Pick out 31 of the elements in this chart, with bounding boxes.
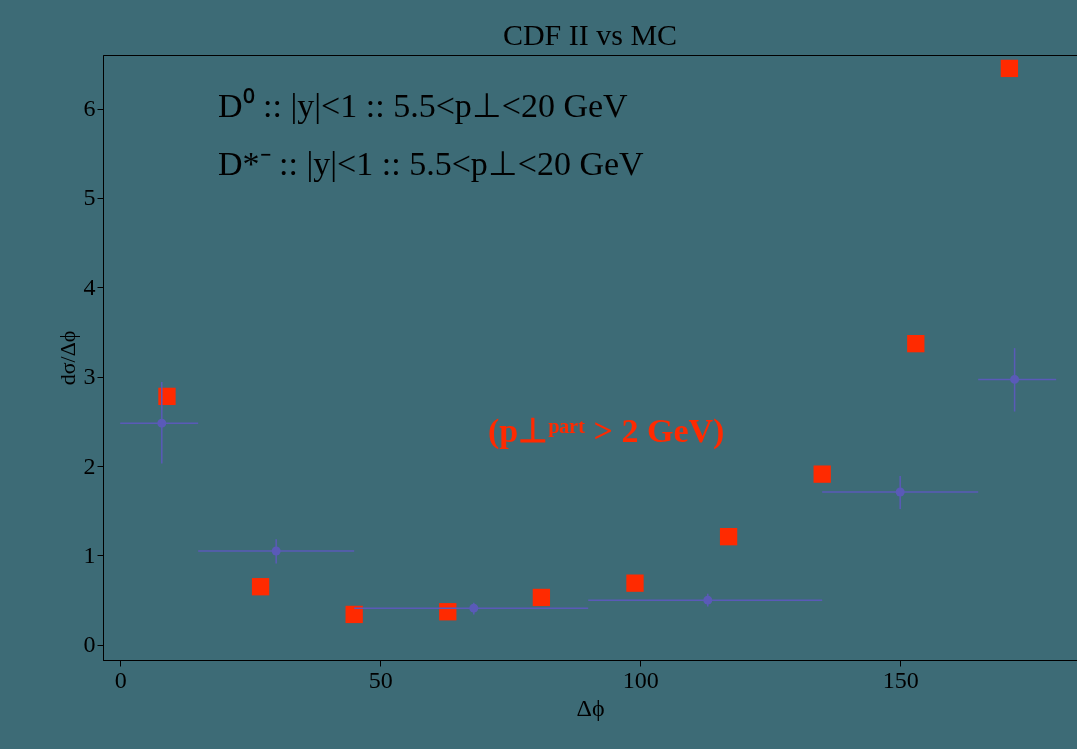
y-tick-label: 1 <box>83 541 96 568</box>
y-axis-title: dσ/Δϕ <box>54 330 80 386</box>
point <box>271 546 281 556</box>
point <box>1000 59 1019 78</box>
annotation: D⁰ :: |y|<1 :: 5.5<p⊥<20 GeV <box>218 87 629 124</box>
point <box>719 528 738 546</box>
x-tick-label: 50 <box>368 666 393 693</box>
point <box>251 578 270 596</box>
x-tick-label: 100 <box>622 666 659 693</box>
y-tick-label: 0 <box>83 631 96 658</box>
y-tick-label: 4 <box>83 273 96 300</box>
x-axis-title: Δϕ <box>576 694 605 721</box>
text: (p⊥ᵖᵃʳᵗ > 2 GeV) <box>488 412 725 450</box>
point <box>469 603 479 613</box>
point <box>813 465 831 483</box>
y-tick-label: 6 <box>83 95 96 122</box>
point <box>157 418 167 428</box>
y-tick-label: 5 <box>83 184 96 211</box>
y-tick-label: 3 <box>83 363 96 390</box>
x-tick-label: 150 <box>882 666 919 693</box>
chart-title: CDF II vs MC <box>502 18 678 51</box>
point <box>345 605 363 624</box>
point <box>907 334 925 353</box>
x-tick-label: 0 <box>114 666 127 693</box>
point <box>626 574 644 592</box>
point <box>532 588 551 607</box>
point <box>703 595 713 605</box>
y-tick-label: 2 <box>83 452 96 479</box>
point <box>895 487 905 497</box>
annotation: D*⁻ :: |y|<1 :: 5.5<p⊥<20 GeV <box>218 145 645 182</box>
point <box>1010 374 1020 384</box>
